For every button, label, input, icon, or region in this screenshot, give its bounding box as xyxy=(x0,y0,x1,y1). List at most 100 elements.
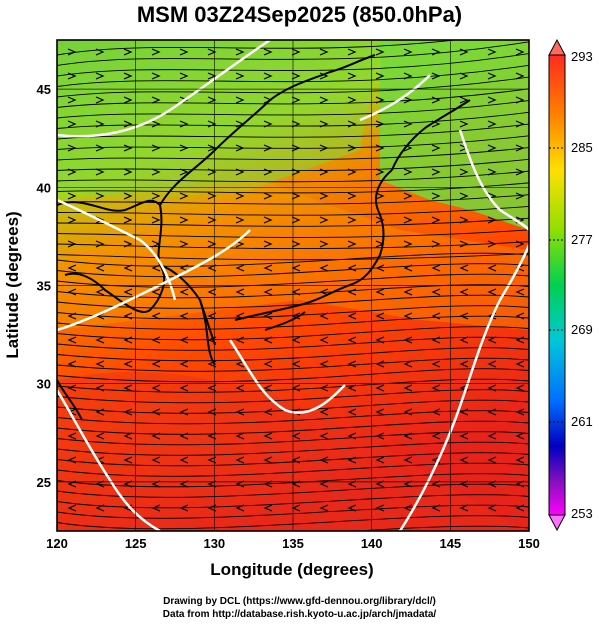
flow-arrow xyxy=(431,312,441,320)
flow-arrow xyxy=(263,216,273,224)
flow-arrow xyxy=(515,408,525,416)
flow-arrow xyxy=(515,72,525,80)
x-tick-label: 125 xyxy=(125,536,147,551)
flow-arrow xyxy=(319,360,329,368)
flow-arrow xyxy=(235,48,245,56)
flow-arrow xyxy=(515,504,525,512)
flow-arrow xyxy=(347,360,357,368)
flow-arrow xyxy=(291,240,301,248)
flow-arrow xyxy=(151,120,161,128)
flow-arrow xyxy=(347,384,357,392)
flow-arrow xyxy=(179,408,189,416)
x-axis-title: Longitude (degrees) xyxy=(210,560,373,579)
flow-arrow xyxy=(207,48,217,56)
flow-arrow xyxy=(375,264,385,272)
flow-arrow xyxy=(179,288,189,296)
flow-arrow xyxy=(67,48,77,56)
flow-arrow xyxy=(235,504,245,512)
flow-arrow xyxy=(431,168,441,176)
flow-arrow xyxy=(431,72,441,80)
flow-arrow xyxy=(515,360,525,368)
flow-arrow xyxy=(515,336,525,344)
flow-arrow xyxy=(515,96,525,104)
flow-arrow xyxy=(263,288,273,296)
streamline xyxy=(57,135,529,150)
flow-arrow xyxy=(263,504,273,512)
flow-arrow xyxy=(431,504,441,512)
flow-arrow xyxy=(263,72,273,80)
flow-arrow xyxy=(431,96,441,104)
flow-arrow xyxy=(347,312,357,320)
flow-arrow xyxy=(123,288,133,296)
flow-arrow xyxy=(403,168,413,176)
flow-arrow xyxy=(207,432,217,440)
flow-arrow xyxy=(123,144,133,152)
flow-arrow xyxy=(67,312,77,320)
flow-arrow xyxy=(347,432,357,440)
flow-arrow xyxy=(459,48,469,56)
flow-arrow xyxy=(431,336,441,344)
flow-arrow xyxy=(375,192,385,200)
flow-arrow xyxy=(347,192,357,200)
flow-arrow xyxy=(67,168,77,176)
flow-arrow xyxy=(403,192,413,200)
flow-arrow xyxy=(431,384,441,392)
flow-arrow xyxy=(347,216,357,224)
flow-arrow xyxy=(459,72,469,80)
flow-arrow xyxy=(291,216,301,224)
flow-arrow xyxy=(235,360,245,368)
flow-arrow xyxy=(95,288,105,296)
flow-arrow xyxy=(207,264,217,272)
flow-arrow xyxy=(207,408,217,416)
flow-arrow xyxy=(487,504,497,512)
x-tick-labels: 120 125 130 135 140 145 150 xyxy=(46,536,540,551)
colorbar-label: 285 xyxy=(571,140,593,155)
flow-arrow xyxy=(375,48,385,56)
flow-arrow xyxy=(319,264,329,272)
x-tick-label: 145 xyxy=(439,536,461,551)
flow-arrow xyxy=(67,288,77,296)
flow-arrow xyxy=(375,144,385,152)
flow-arrow xyxy=(291,48,301,56)
flow-arrow xyxy=(123,360,133,368)
flow-arrow xyxy=(207,240,217,248)
flow-arrow xyxy=(347,120,357,128)
flow-arrow xyxy=(431,432,441,440)
streamline xyxy=(57,420,529,435)
flow-arrow xyxy=(431,408,441,416)
coastlines xyxy=(57,54,471,421)
flow-arrow xyxy=(179,120,189,128)
flow-arrow xyxy=(319,216,329,224)
flow-arrow xyxy=(179,192,189,200)
streamline xyxy=(57,41,529,66)
flow-arrow xyxy=(347,240,357,248)
flow-arrow xyxy=(515,168,525,176)
flow-arrow xyxy=(459,312,469,320)
streamline xyxy=(57,389,529,404)
flow-arrow xyxy=(179,336,189,344)
streamline xyxy=(57,229,529,238)
flow-arrow xyxy=(207,96,217,104)
streamline xyxy=(57,64,529,87)
colorbar-label: 261 xyxy=(571,414,593,429)
flow-arrow xyxy=(459,168,469,176)
streamline xyxy=(57,284,529,299)
flow-arrow xyxy=(263,48,273,56)
flow-arrow xyxy=(179,240,189,248)
streamline xyxy=(57,305,529,320)
flow-arrow xyxy=(515,120,525,128)
flow-arrow xyxy=(263,192,273,200)
flow-arrow xyxy=(95,408,105,416)
flow-arrow xyxy=(207,72,217,80)
streamline xyxy=(57,431,529,446)
flow-arrow xyxy=(375,288,385,296)
flow-arrow xyxy=(431,216,441,224)
flow-arrow xyxy=(515,144,525,152)
flow-arrow xyxy=(67,120,77,128)
flow-arrow xyxy=(319,432,329,440)
flow-arrow xyxy=(67,384,77,392)
flow-arrow xyxy=(207,168,217,176)
streamline xyxy=(57,347,529,362)
flow-arrow xyxy=(95,240,105,248)
flow-arrow xyxy=(459,504,469,512)
